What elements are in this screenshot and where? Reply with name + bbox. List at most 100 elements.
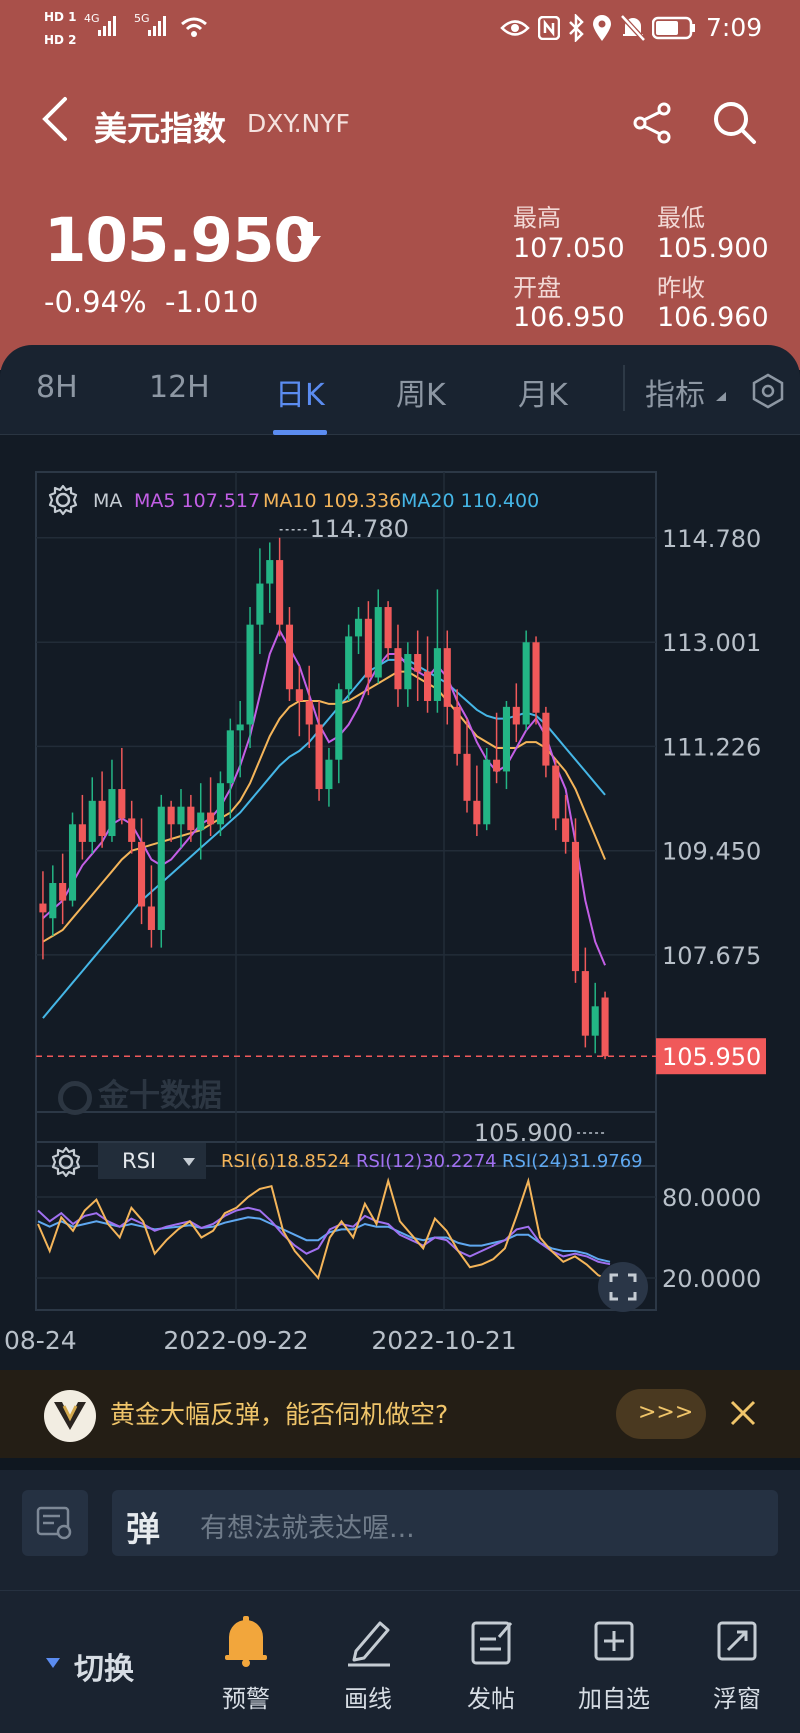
ma10-value: MA10 109.336: [263, 490, 402, 512]
candle: [216, 771, 224, 837]
candle-body: [493, 759, 501, 772]
candle: [354, 607, 363, 655]
price-annotations: 114.780 105.950 105.900: [36, 515, 766, 1147]
candle: [285, 607, 294, 701]
tab-monthly[interactable]: 月K: [518, 378, 568, 413]
news-banner[interactable]: 黄金大幅反弹，能否伺机做空? >>>: [0, 1370, 800, 1458]
candle: [157, 794, 165, 948]
kline-chart[interactable]: 114.780 113.001 111.226 109.450 107.675 80.00…: [0, 435, 800, 1370]
candle-body: [98, 800, 106, 837]
rsi-selector[interactable]: RSI: [98, 1143, 206, 1179]
symbol-code: DXY.NYF: [247, 109, 350, 138]
float-window-icon: [717, 1621, 757, 1661]
candle-body: [295, 689, 303, 701]
candle: [256, 548, 264, 655]
hexagon-settings-icon[interactable]: [750, 373, 786, 409]
fullscreen-button[interactable]: [598, 1262, 648, 1312]
rsi-selector-label: RSI: [122, 1149, 157, 1173]
candle: [276, 537, 284, 637]
candle-body: [354, 618, 363, 637]
alert-button[interactable]: 预警: [196, 1615, 296, 1714]
candle-body: [39, 903, 47, 913]
candle: [305, 665, 313, 748]
5g-label: 5G: [134, 12, 150, 25]
high-value: 107.050: [513, 233, 625, 264]
rsi-tick-label: 20.0000: [662, 1265, 761, 1293]
candle-body: [88, 800, 96, 842]
candle: [384, 601, 392, 660]
candle: [108, 759, 116, 842]
tab-8h[interactable]: 8H: [36, 370, 78, 405]
comment-input[interactable]: 弹 有想法就表达喔...: [112, 1490, 778, 1556]
candle: [78, 794, 86, 860]
candle-body: [404, 654, 412, 690]
candle: [167, 800, 175, 842]
switch-down-icon: [46, 1658, 60, 1668]
high-label: 最高: [513, 204, 561, 232]
search-icon[interactable]: [712, 100, 758, 146]
danmaku-toggle-icon[interactable]: 弹: [126, 1510, 160, 1550]
post-icon: [471, 1621, 513, 1665]
y-tick-label: 109.450: [662, 838, 761, 866]
battery-icon: [652, 16, 695, 40]
rsi12-value: RSI(12)30.2274: [356, 1151, 497, 1172]
candle: [138, 818, 146, 925]
clock: 7:09: [706, 13, 763, 42]
candle-body: [216, 783, 224, 825]
rsi24-value: RSI(24)31.9769: [502, 1151, 643, 1172]
4g-label: 4G: [84, 12, 100, 25]
candle: [433, 589, 441, 713]
post-label: 发帖: [467, 1685, 515, 1713]
candle-body: [364, 618, 372, 678]
candle-body: [374, 607, 382, 678]
tab-indicators[interactable]: 指标: [645, 378, 705, 413]
candle: [246, 607, 254, 748]
indicator-dropdown-icon: [716, 392, 726, 401]
draw-line-button[interactable]: 画线: [318, 1615, 418, 1714]
candle-body: [483, 759, 491, 825]
comment-tool-button[interactable]: [22, 1490, 88, 1556]
y-tick-label: 114.780: [662, 525, 761, 553]
candle: [364, 601, 372, 696]
candle: [571, 818, 580, 983]
v-logo-icon: [54, 1402, 86, 1430]
back-arrow-icon[interactable]: [40, 96, 70, 142]
candle: [128, 800, 136, 854]
tab-daily[interactable]: 日K: [275, 378, 325, 413]
y-tick-label: 107.675: [662, 942, 761, 970]
share-icon[interactable]: [632, 102, 674, 144]
candle-body: [246, 624, 254, 725]
tab-weekly[interactable]: 周K: [396, 378, 446, 413]
candle: [98, 771, 106, 848]
candle-body: [285, 624, 294, 690]
candle: [197, 783, 205, 860]
candle-body: [118, 789, 126, 819]
candle: [295, 665, 303, 737]
x-tick-label: 2022-10-21: [371, 1326, 516, 1355]
candle: [581, 947, 589, 1048]
grid-lines: [36, 472, 656, 1310]
candle: [147, 865, 155, 948]
current-price-tag: [656, 1038, 766, 1075]
candle: [325, 747, 333, 807]
candle-body: [463, 753, 471, 801]
open-value: 106.950: [513, 302, 625, 333]
tab-12h[interactable]: 12H: [149, 370, 210, 405]
candle: [315, 700, 323, 801]
close-icon[interactable]: [730, 1400, 756, 1426]
draw-line-label: 画线: [344, 1685, 392, 1713]
candle: [226, 718, 234, 819]
add-watchlist-button[interactable]: 加自选: [564, 1615, 664, 1714]
banner-more-button[interactable]: >>>: [616, 1389, 706, 1439]
float-window-button[interactable]: 浮窗: [687, 1615, 787, 1714]
ma-settings-gear-icon[interactable]: [47, 484, 79, 516]
moving-average-lines: [42, 628, 606, 1019]
post-button[interactable]: 发帖: [441, 1615, 541, 1714]
comment-settings-icon: [36, 1506, 72, 1540]
signal-icon-2: [148, 16, 166, 36]
rsi-settings-gear-icon[interactable]: [50, 1146, 82, 1178]
candle: [463, 718, 471, 813]
candle-body: [394, 648, 402, 690]
candle: [424, 636, 432, 713]
candle-body: [68, 824, 77, 901]
